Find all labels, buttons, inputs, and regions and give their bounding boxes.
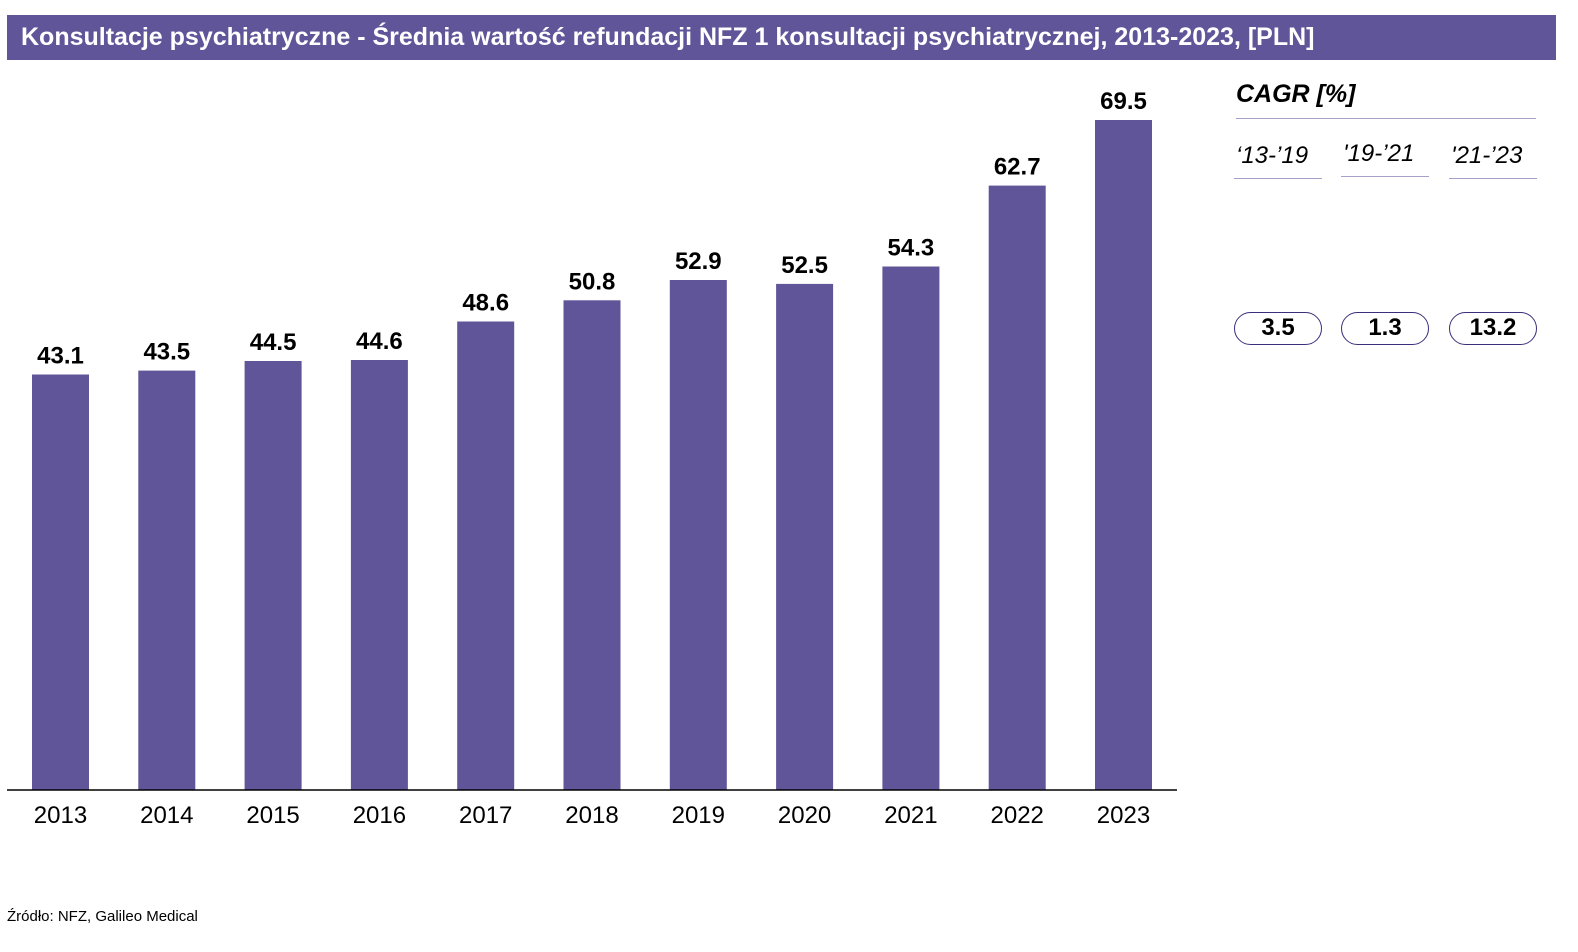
cagr-value-1: 3.5 — [1234, 312, 1322, 345]
x-tick-label: 2013 — [34, 802, 87, 829]
bar-value-label: 44.5 — [250, 329, 297, 356]
bar-2022 — [988, 185, 1046, 791]
x-tick-label: 2016 — [353, 802, 406, 829]
bar-value-label: 50.8 — [569, 268, 616, 295]
bar-2021 — [882, 266, 940, 790]
x-tick-label: 2022 — [991, 802, 1044, 829]
cagr-period-3: '21-’23 — [1449, 142, 1537, 179]
cagr-period-label: '19-’21 — [1343, 140, 1415, 167]
bar-2019 — [669, 280, 727, 790]
bar-2018 — [563, 300, 621, 790]
cagr-period-1: ‘13-’19 — [1234, 142, 1322, 179]
source-note: Źródło: NFZ, Galileo Medical — [7, 908, 198, 925]
cagr-period-label: '21-’23 — [1451, 142, 1523, 169]
x-tick-label: 2020 — [778, 802, 831, 829]
bar-2020 — [776, 283, 834, 790]
bar-value-label: 43.1 — [37, 343, 84, 370]
bar-2014 — [138, 370, 196, 790]
x-tick-label: 2019 — [672, 802, 725, 829]
bar-value-label: 52.5 — [781, 252, 828, 279]
chart-title-bar: Konsultacje psychiatryczne - Średnia war… — [7, 15, 1556, 60]
x-tick-label: 2014 — [140, 802, 193, 829]
bar-2017 — [457, 321, 515, 790]
bar-value-label: 62.7 — [994, 154, 1041, 181]
cagr-period-divider — [1234, 178, 1322, 179]
bar-value-label: 44.6 — [356, 328, 403, 355]
cagr-period-2: '19-’21 — [1341, 140, 1429, 177]
bar-2013 — [32, 374, 89, 790]
cagr-period-label: ‘13-’19 — [1236, 142, 1309, 169]
x-tick-label: 2023 — [1097, 802, 1150, 829]
x-tick-label: 2015 — [246, 802, 299, 829]
bar-value-label: 52.9 — [675, 248, 722, 275]
bar-value-label: 54.3 — [888, 235, 935, 262]
bars-group — [32, 120, 1152, 791]
cagr-period-divider — [1341, 176, 1429, 177]
bar-2015 — [244, 361, 302, 790]
cagr-value-2: 1.3 — [1341, 312, 1429, 345]
x-tick-label: 2021 — [884, 802, 937, 829]
cagr-value-3: 13.2 — [1449, 312, 1537, 345]
cagr-period-divider — [1449, 178, 1537, 179]
bar-value-label: 48.6 — [462, 290, 509, 317]
cagr-title-divider — [1236, 118, 1536, 119]
bar-value-label: 43.5 — [143, 339, 190, 366]
cagr-title: CAGR [%] — [1236, 80, 1356, 108]
bar-chart: 43.1 2013 43.5 2014 44.5 2015 44.6 2016 48.6 2017… — [7, 88, 1177, 829]
bar-2016 — [350, 360, 408, 790]
x-tick-label: 2018 — [565, 802, 618, 829]
bar-2023 — [1095, 120, 1152, 790]
bar-value-label: 69.5 — [1100, 88, 1147, 115]
x-tick-label: 2017 — [459, 802, 512, 829]
labels-group: 43.1 2013 43.5 2014 44.5 2015 44.6 2016 48.6 2017… — [34, 88, 1150, 829]
